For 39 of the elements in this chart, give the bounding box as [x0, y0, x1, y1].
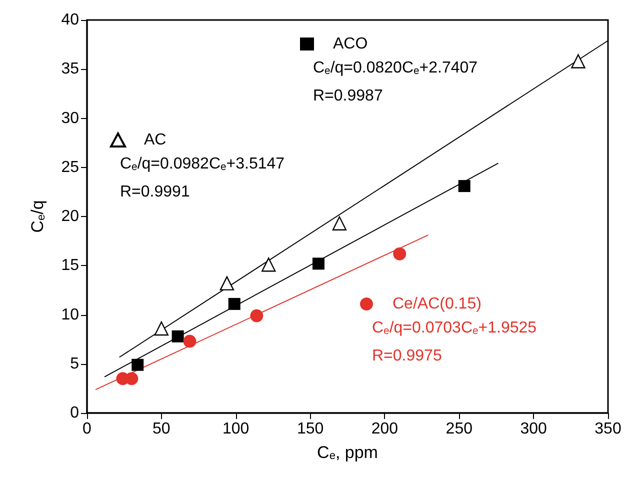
point [220, 276, 234, 290]
y-tick-label: 20 [61, 208, 80, 225]
point [183, 334, 196, 348]
x-tick-label: 200 [371, 420, 398, 438]
point [154, 321, 169, 336]
legend-label: Ce/AC(0.15) [392, 296, 482, 312]
point [172, 330, 184, 342]
x-tick-label: 0 [82, 420, 92, 438]
x-tick-label: 350 [594, 420, 622, 438]
x-tick-label: 50 [152, 420, 170, 438]
legend-label: AC [144, 132, 166, 148]
point [228, 298, 240, 310]
point [125, 372, 138, 386]
y-tick-label: 40 [61, 12, 80, 28]
point [132, 358, 144, 371]
y-tick-label: 25 [61, 158, 80, 176]
y-tick-label: 0 [70, 404, 80, 422]
annotation: R=0.9991 [120, 184, 190, 200]
point [458, 180, 470, 192]
point [250, 309, 264, 322]
y-tick-label: 15 [61, 257, 80, 274]
x-tick-label: 150 [296, 420, 324, 438]
x-tick-label: 300 [520, 420, 548, 438]
y-tick-label: 5 [70, 355, 80, 372]
annotation: R=0.9975 [372, 348, 442, 364]
annotation: R=0.9987 [313, 88, 383, 104]
point [571, 54, 586, 68]
y-axis-title: Ce/q [28, 200, 48, 233]
legend-label: ACO [333, 36, 368, 52]
y-tick-label: 10 [61, 306, 80, 324]
point [393, 247, 406, 260]
x-tick-label: 100 [222, 420, 250, 438]
point [332, 216, 347, 230]
x-axis-title: Ce, ppm [317, 442, 378, 462]
x-tick-label: 250 [446, 420, 473, 438]
y-tick-label: 35 [61, 60, 80, 78]
point [312, 258, 324, 270]
y-tick-label: 30 [61, 110, 80, 127]
point [262, 258, 276, 272]
